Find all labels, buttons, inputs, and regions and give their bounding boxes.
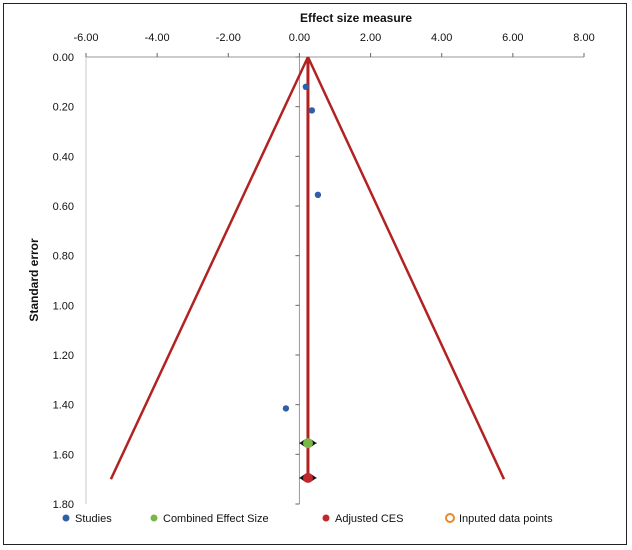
x-tick-label: 6.00 bbox=[502, 32, 523, 44]
y-axis-title: Standard error bbox=[27, 238, 41, 322]
x-tick-label: -6.00 bbox=[73, 32, 98, 44]
legend-marker bbox=[150, 514, 158, 522]
legend-label: Studies bbox=[75, 513, 112, 525]
y-tick-label: 0.20 bbox=[53, 102, 74, 114]
legend-label: Adjusted CES bbox=[335, 513, 403, 525]
legend-label: Combined Effect Size bbox=[163, 513, 269, 525]
legend-marker bbox=[62, 514, 70, 522]
x-tick-label: 4.00 bbox=[431, 32, 452, 44]
legend-marker bbox=[322, 514, 330, 522]
axes: -6.00 -4.00 -2.00 0.00 2.00 4.00 6.00 8.00 0.00 0… bbox=[53, 32, 595, 511]
chart-frame bbox=[3, 3, 627, 545]
data-point bbox=[302, 472, 313, 483]
data-point bbox=[314, 191, 322, 199]
data-point bbox=[282, 405, 290, 412]
ci-arrow-right bbox=[311, 439, 317, 447]
y-tick-label: 0.40 bbox=[53, 151, 74, 163]
legend-marker bbox=[445, 513, 455, 523]
ci-arrow-left bbox=[299, 439, 305, 447]
ci-arrow-left bbox=[299, 474, 305, 482]
y-tick-label: 1.60 bbox=[53, 449, 74, 461]
x-axis-title: Effect size measure bbox=[300, 11, 412, 25]
y-tick-label: 0.80 bbox=[53, 251, 74, 263]
funnel-lines bbox=[109, 56, 506, 482]
data-point bbox=[302, 438, 313, 449]
y-tick-label: 0.60 bbox=[53, 201, 74, 213]
legend-label: Inputed data points bbox=[459, 513, 553, 525]
x-tick-label: 8.00 bbox=[573, 32, 594, 44]
ci-arrow-right bbox=[311, 474, 317, 482]
y-tick-label: 1.00 bbox=[53, 300, 74, 312]
x-tick-label: -4.00 bbox=[145, 32, 170, 44]
data-point bbox=[308, 107, 316, 114]
y-tick-label: 1.20 bbox=[53, 350, 74, 362]
data-point bbox=[302, 83, 310, 91]
funnel-right-line bbox=[306, 56, 506, 480]
x-tick-label: 2.00 bbox=[360, 32, 381, 44]
x-tick-label: 0.00 bbox=[289, 32, 310, 44]
data-points bbox=[282, 83, 322, 483]
legend: Studies Combined Effect Size Adjusted CES I… bbox=[62, 513, 553, 525]
y-tick-label: 0.00 bbox=[53, 52, 74, 64]
y-tick-label: 1.80 bbox=[53, 499, 74, 511]
y-tick-label: 1.40 bbox=[53, 400, 74, 412]
funnel-left-line bbox=[109, 56, 310, 480]
x-tick-label: -2.00 bbox=[216, 32, 241, 44]
